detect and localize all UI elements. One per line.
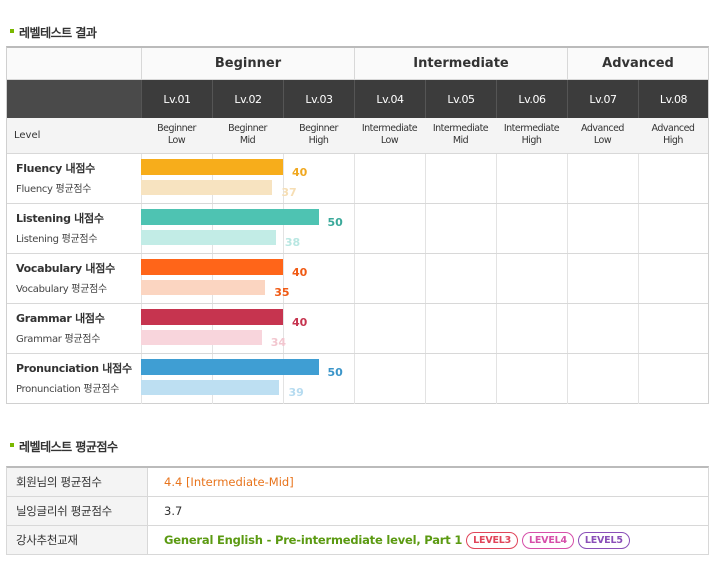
member-average-row: 회원님의 평균점수 4.4 [Intermediate-Mid]	[7, 468, 708, 497]
average-score-bar	[141, 280, 266, 295]
level-badges: LEVEL3 LEVEL4 LEVEL5	[462, 531, 630, 549]
level-lv03: Lv.03	[283, 80, 354, 118]
level-column-header: Level	[14, 130, 41, 141]
average-score-label: Pronunciation 평균점수	[16, 384, 120, 395]
sublevel-6: Intermediate High	[503, 123, 560, 146]
my-score-bar	[141, 359, 319, 375]
sublevel-header-row: Level Beginner Low Beginner Mid Beginner Hi…	[7, 118, 708, 154]
average-score-value: 39	[288, 386, 304, 399]
average-score-table: 회원님의 평균점수 4.4 [Intermediate-Mid] 닐잉글리쉬 평…	[6, 466, 709, 555]
level-result-table: Beginner Intermediate Advanced Lv.01 Lv.…	[6, 46, 709, 404]
site-average-value: 3.7	[164, 504, 183, 518]
sublevel-5: Intermediate Mid	[432, 123, 489, 146]
level-lv01: Lv.01	[141, 80, 212, 118]
average-score-label: Grammar 평균점수	[16, 334, 101, 345]
average-score-value: 38	[284, 236, 301, 249]
level-lv08: Lv.08	[638, 80, 708, 118]
level-lv02: Lv.02	[212, 80, 283, 118]
sublevel-3: Beginner High	[299, 123, 338, 146]
my-score-bar	[141, 159, 283, 175]
group-beginner: Beginner	[141, 48, 354, 79]
score-row-fluency: Fluency 내점수 Fluency 평균점수 40 37	[7, 154, 708, 204]
my-score-label: Listening 내점수	[16, 212, 104, 225]
average-score-value: 35	[274, 286, 290, 299]
average-score-bar	[141, 180, 273, 195]
sublevel-4: Intermediate Low	[361, 123, 418, 146]
result-section-title: 레벨테스트 결과	[10, 26, 97, 40]
group-intermediate: Intermediate	[354, 48, 567, 79]
bullet-icon	[10, 443, 14, 447]
level-badge-5[interactable]: LEVEL5	[577, 531, 630, 549]
score-row-pronunciation: Pronunciation 내점수 Pronunciation 평균점수 50 39	[7, 354, 708, 404]
sublevel-1: Beginner Low	[157, 123, 196, 146]
my-score-bar	[141, 259, 283, 275]
sublevel-8: Advanced High	[651, 123, 695, 146]
my-score-value: 50	[327, 366, 343, 379]
my-score-value: 40	[292, 316, 308, 329]
site-average-row: 닐잉글리쉬 평균점수 3.7	[7, 497, 708, 526]
group-header-row: Beginner Intermediate Advanced	[7, 48, 708, 80]
score-row-listening: Listening 내점수 Listening 평균점수 50 38	[7, 204, 708, 254]
level-lv04: Lv.04	[354, 80, 425, 118]
my-score-value: 40	[292, 266, 308, 279]
average-score-bar	[141, 380, 280, 395]
my-score-label: Fluency 내점수	[16, 162, 95, 175]
my-score-bar	[141, 309, 283, 325]
member-average-label: 회원님의 평균점수	[7, 468, 148, 496]
my-score-label: Grammar 내점수	[16, 312, 105, 325]
my-score-bar	[141, 209, 319, 225]
level-lv06: Lv.06	[496, 80, 567, 118]
recommend-row: 강사추천교재 General English - Pre-intermediat…	[7, 526, 708, 555]
average-score-label: Fluency 평균점수	[16, 184, 92, 195]
my-score-value: 40	[292, 166, 308, 179]
member-average-value: 4.4 [Intermediate-Mid]	[164, 475, 294, 489]
average-score-label: Listening 평균점수	[16, 234, 98, 245]
recommend-label: 강사추천교재	[7, 526, 148, 554]
average-score-value: 37	[281, 186, 297, 199]
score-row-grammar: Grammar 내점수 Grammar 평균점수 40 34	[7, 304, 708, 354]
site-average-label: 닐잉글리쉬 평균점수	[7, 497, 148, 525]
level-header-row: Lv.01 Lv.02 Lv.03 Lv.04 Lv.05 Lv.06 Lv.0…	[7, 80, 708, 118]
sublevel-2: Beginner Mid	[228, 123, 267, 146]
my-score-label: Pronunciation 내점수	[16, 362, 132, 375]
level-lv07: Lv.07	[567, 80, 638, 118]
average-score-value: 34	[270, 336, 286, 349]
bullet-icon	[10, 29, 14, 33]
average-score-bar	[141, 330, 262, 345]
average-section-title: 레벨테스트 평균점수	[10, 440, 118, 454]
level-lv05: Lv.05	[425, 80, 496, 118]
average-score-bar	[141, 230, 276, 245]
recommend-textbook-link[interactable]: General English - Pre-intermediate level…	[164, 533, 463, 547]
score-row-vocabulary: Vocabulary 내점수 Vocabulary 평균점수 40 35	[7, 254, 708, 304]
level-badge-3[interactable]: LEVEL3	[466, 531, 519, 549]
my-score-value: 50	[327, 216, 343, 229]
my-score-label: Vocabulary 내점수	[16, 262, 115, 275]
group-advanced: Advanced	[567, 48, 708, 79]
average-score-label: Vocabulary 평균점수	[16, 284, 107, 295]
sublevel-7: Advanced Low	[581, 123, 624, 146]
level-badge-4[interactable]: LEVEL4	[522, 531, 574, 549]
